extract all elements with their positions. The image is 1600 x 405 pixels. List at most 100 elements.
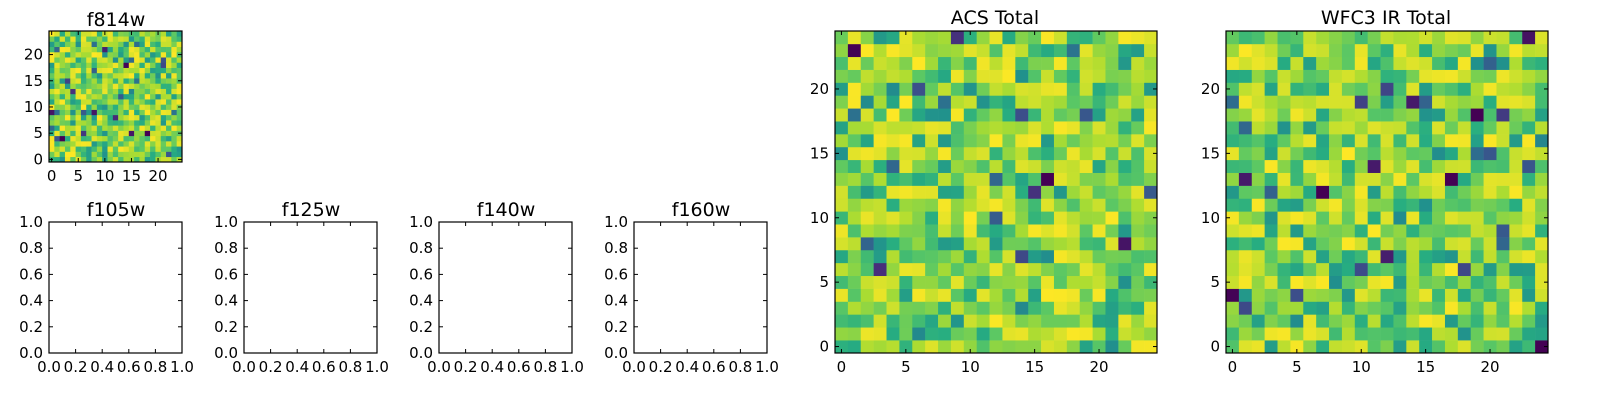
heatmap-cell — [1470, 121, 1484, 135]
heatmap-cell — [950, 327, 965, 341]
heatmap-cell — [86, 36, 92, 42]
heatmap-cell — [54, 114, 60, 121]
heatmap-cell — [1470, 275, 1484, 289]
heatmap-cell — [1483, 211, 1497, 225]
y-tick-label: 15 — [1201, 144, 1220, 162]
heatmap-cell — [1264, 95, 1278, 109]
heatmap-cell — [1226, 95, 1240, 109]
heatmap-cell — [1144, 146, 1158, 161]
heatmap-cell — [1002, 121, 1016, 135]
heatmap-cell — [134, 51, 140, 58]
heatmap-cell — [1002, 172, 1016, 186]
heatmap-cell — [1535, 121, 1549, 135]
y-tick-label: 10 — [24, 98, 43, 116]
heatmap-cell — [1380, 95, 1394, 109]
heatmap-cell — [49, 46, 55, 53]
x-tick-label: 0.0 — [427, 358, 451, 376]
heatmap-cell — [107, 109, 114, 116]
heatmap-cell — [1496, 301, 1510, 315]
heatmap-cell — [1457, 288, 1472, 302]
heatmap-cell — [1303, 108, 1317, 122]
heatmap-cell — [102, 83, 108, 89]
heatmap-cell — [1380, 82, 1394, 96]
heatmap-cell — [1131, 288, 1145, 302]
heatmap-cell — [925, 275, 939, 289]
heatmap-cell — [1470, 108, 1484, 122]
heatmap-cell — [1303, 146, 1317, 161]
heatmap-cell — [1367, 224, 1381, 238]
heatmap-cell — [139, 31, 146, 37]
heatmap-cell — [1406, 314, 1420, 328]
heatmap-cell — [1535, 31, 1549, 45]
heatmap-cell — [123, 46, 130, 53]
heatmap-cell — [938, 159, 952, 173]
heatmap-cell — [49, 99, 55, 105]
heatmap-cell — [64, 31, 71, 37]
x-tick-label: 1.0 — [560, 358, 584, 376]
heatmap-cell — [70, 57, 76, 63]
heatmap-cell — [1457, 314, 1472, 328]
heatmap-cell — [1264, 224, 1278, 238]
heatmap-cell — [123, 51, 130, 58]
heatmap-cell — [950, 146, 965, 161]
heatmap-cell — [1470, 146, 1484, 161]
heatmap-cell — [166, 78, 172, 84]
heatmap-cell — [1053, 69, 1068, 83]
heatmap-cell — [123, 72, 130, 79]
heatmap-cell — [171, 57, 177, 63]
heatmap-cell — [899, 224, 913, 238]
heatmap-cell — [1015, 262, 1029, 277]
x-tick-label: 0.2 — [64, 358, 88, 376]
heatmap-cell — [1419, 146, 1433, 161]
heatmap-cell — [1028, 172, 1042, 186]
heatmap-cell — [1238, 314, 1253, 328]
heatmap-cell — [107, 93, 114, 100]
heatmap-cell — [160, 41, 167, 48]
heatmap-cell — [899, 262, 913, 277]
heatmap-cell — [1028, 262, 1042, 277]
heatmap-cell — [123, 88, 130, 95]
heatmap-cell — [899, 95, 913, 109]
heatmap-cell — [1290, 275, 1304, 289]
heatmap-cell — [989, 314, 1003, 328]
heatmap-cell — [1457, 340, 1472, 354]
heatmap-cell — [171, 125, 177, 131]
heatmap-cell — [54, 120, 60, 126]
heatmap-cell — [176, 88, 183, 95]
heatmap-cell — [873, 108, 887, 122]
heatmap-cell — [963, 108, 977, 122]
heatmap-cell — [1079, 198, 1093, 212]
heatmap-cell — [1329, 301, 1343, 315]
heatmap-cell — [1303, 314, 1317, 328]
heatmap-cell — [1509, 224, 1523, 238]
heatmap-cell — [107, 141, 114, 147]
heatmap-cell — [1028, 121, 1042, 135]
heatmap-cell — [1341, 82, 1356, 96]
heatmap-cell — [96, 151, 103, 158]
heatmap-cell — [1522, 224, 1536, 238]
heatmap-cell — [70, 36, 76, 42]
heatmap-cell — [1380, 340, 1394, 354]
heatmap-cell — [1509, 288, 1523, 302]
heatmap-cell — [1483, 301, 1497, 315]
heatmap-cell — [912, 288, 926, 302]
heatmap-cell — [118, 130, 124, 137]
heatmap-cell — [1066, 185, 1081, 199]
heatmap-cell — [1092, 69, 1106, 83]
heatmap-cell — [123, 36, 130, 42]
heatmap-cell — [102, 51, 108, 58]
heatmap-cell — [1144, 301, 1158, 315]
heatmap-cell — [938, 198, 952, 212]
heatmap-cell — [1432, 146, 1446, 161]
heatmap-cells — [49, 31, 183, 163]
heatmap-cell — [1380, 31, 1394, 45]
heatmap-cell — [1509, 69, 1523, 83]
heatmap-cell — [86, 57, 92, 63]
heatmap-cell — [118, 135, 124, 142]
heatmap-cell — [1092, 82, 1106, 96]
heatmap-cell — [938, 108, 952, 122]
heatmap-cell — [886, 301, 900, 315]
heatmap-cell — [938, 56, 952, 70]
heatmap-cell — [1053, 301, 1068, 315]
heatmap-cell — [899, 198, 913, 212]
